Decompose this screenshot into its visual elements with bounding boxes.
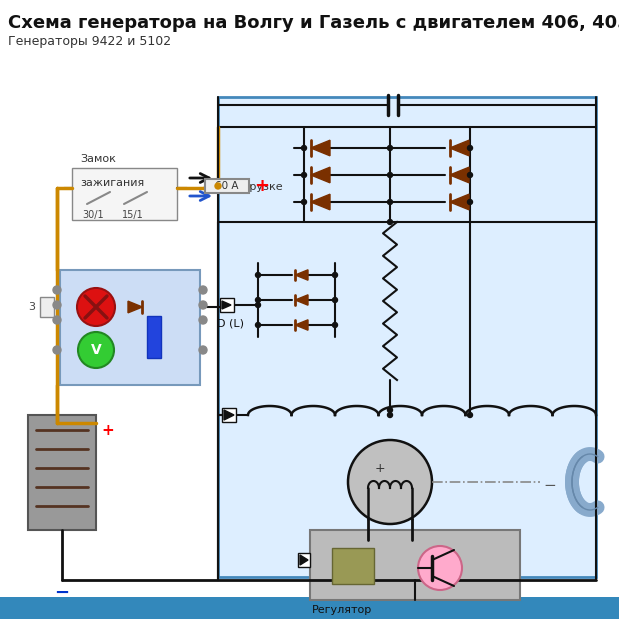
Circle shape (332, 322, 337, 327)
FancyBboxPatch shape (220, 298, 234, 312)
FancyBboxPatch shape (205, 179, 249, 193)
Text: Регулятор: Регулятор (312, 605, 372, 615)
Text: Генераторы 9422 и 5102: Генераторы 9422 и 5102 (8, 35, 171, 48)
Circle shape (332, 298, 337, 303)
Circle shape (199, 301, 207, 309)
Circle shape (467, 173, 472, 178)
Text: 15/1: 15/1 (122, 210, 144, 220)
Text: +: + (101, 423, 114, 438)
Circle shape (387, 220, 392, 225)
Circle shape (348, 440, 432, 524)
Polygon shape (295, 295, 308, 305)
Circle shape (199, 346, 207, 354)
Polygon shape (450, 140, 469, 156)
Circle shape (256, 322, 261, 327)
Text: зажигания: зажигания (80, 178, 144, 188)
Circle shape (256, 298, 261, 303)
Text: +: + (254, 177, 269, 195)
Circle shape (53, 316, 61, 324)
FancyBboxPatch shape (332, 548, 374, 584)
Text: −: − (543, 478, 556, 493)
Polygon shape (295, 270, 308, 280)
FancyBboxPatch shape (310, 530, 520, 600)
Text: К нагрузке: К нагрузке (218, 182, 283, 192)
Circle shape (53, 346, 61, 354)
Circle shape (467, 199, 472, 204)
Circle shape (387, 412, 392, 417)
Polygon shape (222, 301, 231, 309)
Circle shape (301, 145, 306, 150)
Circle shape (418, 546, 462, 590)
Text: 60 А: 60 А (215, 181, 239, 191)
Circle shape (77, 288, 115, 326)
Circle shape (301, 173, 306, 178)
Circle shape (467, 412, 472, 417)
FancyBboxPatch shape (147, 316, 161, 358)
Circle shape (199, 286, 207, 294)
FancyBboxPatch shape (72, 168, 177, 220)
Circle shape (215, 183, 221, 189)
Polygon shape (450, 194, 469, 210)
FancyBboxPatch shape (218, 97, 596, 577)
Circle shape (387, 145, 392, 150)
FancyBboxPatch shape (28, 415, 96, 530)
Polygon shape (311, 167, 330, 183)
Circle shape (387, 199, 392, 204)
Circle shape (387, 173, 392, 178)
Text: +: + (374, 462, 385, 475)
Polygon shape (295, 320, 308, 330)
FancyBboxPatch shape (60, 270, 200, 385)
FancyBboxPatch shape (40, 297, 54, 317)
Circle shape (53, 301, 61, 309)
Text: 30/1: 30/1 (82, 210, 103, 220)
Polygon shape (311, 194, 330, 210)
Polygon shape (224, 410, 234, 420)
Circle shape (78, 332, 114, 368)
Circle shape (53, 286, 61, 294)
Text: V: V (90, 343, 102, 357)
Text: −: − (54, 584, 69, 602)
Polygon shape (300, 555, 308, 565)
FancyBboxPatch shape (222, 408, 236, 422)
Text: D (L): D (L) (217, 319, 244, 329)
FancyBboxPatch shape (298, 553, 310, 567)
Text: Замок: Замок (80, 154, 116, 164)
Circle shape (301, 199, 306, 204)
Polygon shape (128, 301, 142, 313)
Text: напряжения: напряжения (312, 617, 386, 619)
Circle shape (256, 272, 261, 277)
Polygon shape (450, 167, 469, 183)
Text: 3: 3 (28, 302, 35, 312)
Text: Схема генератора на Волгу и Газель с двигателем 406, 405: Схема генератора на Волгу и Газель с дви… (8, 14, 619, 32)
Circle shape (387, 407, 392, 412)
Circle shape (256, 303, 261, 308)
FancyBboxPatch shape (0, 597, 619, 619)
Polygon shape (311, 140, 330, 156)
Circle shape (332, 272, 337, 277)
Circle shape (199, 316, 207, 324)
Circle shape (467, 145, 472, 150)
